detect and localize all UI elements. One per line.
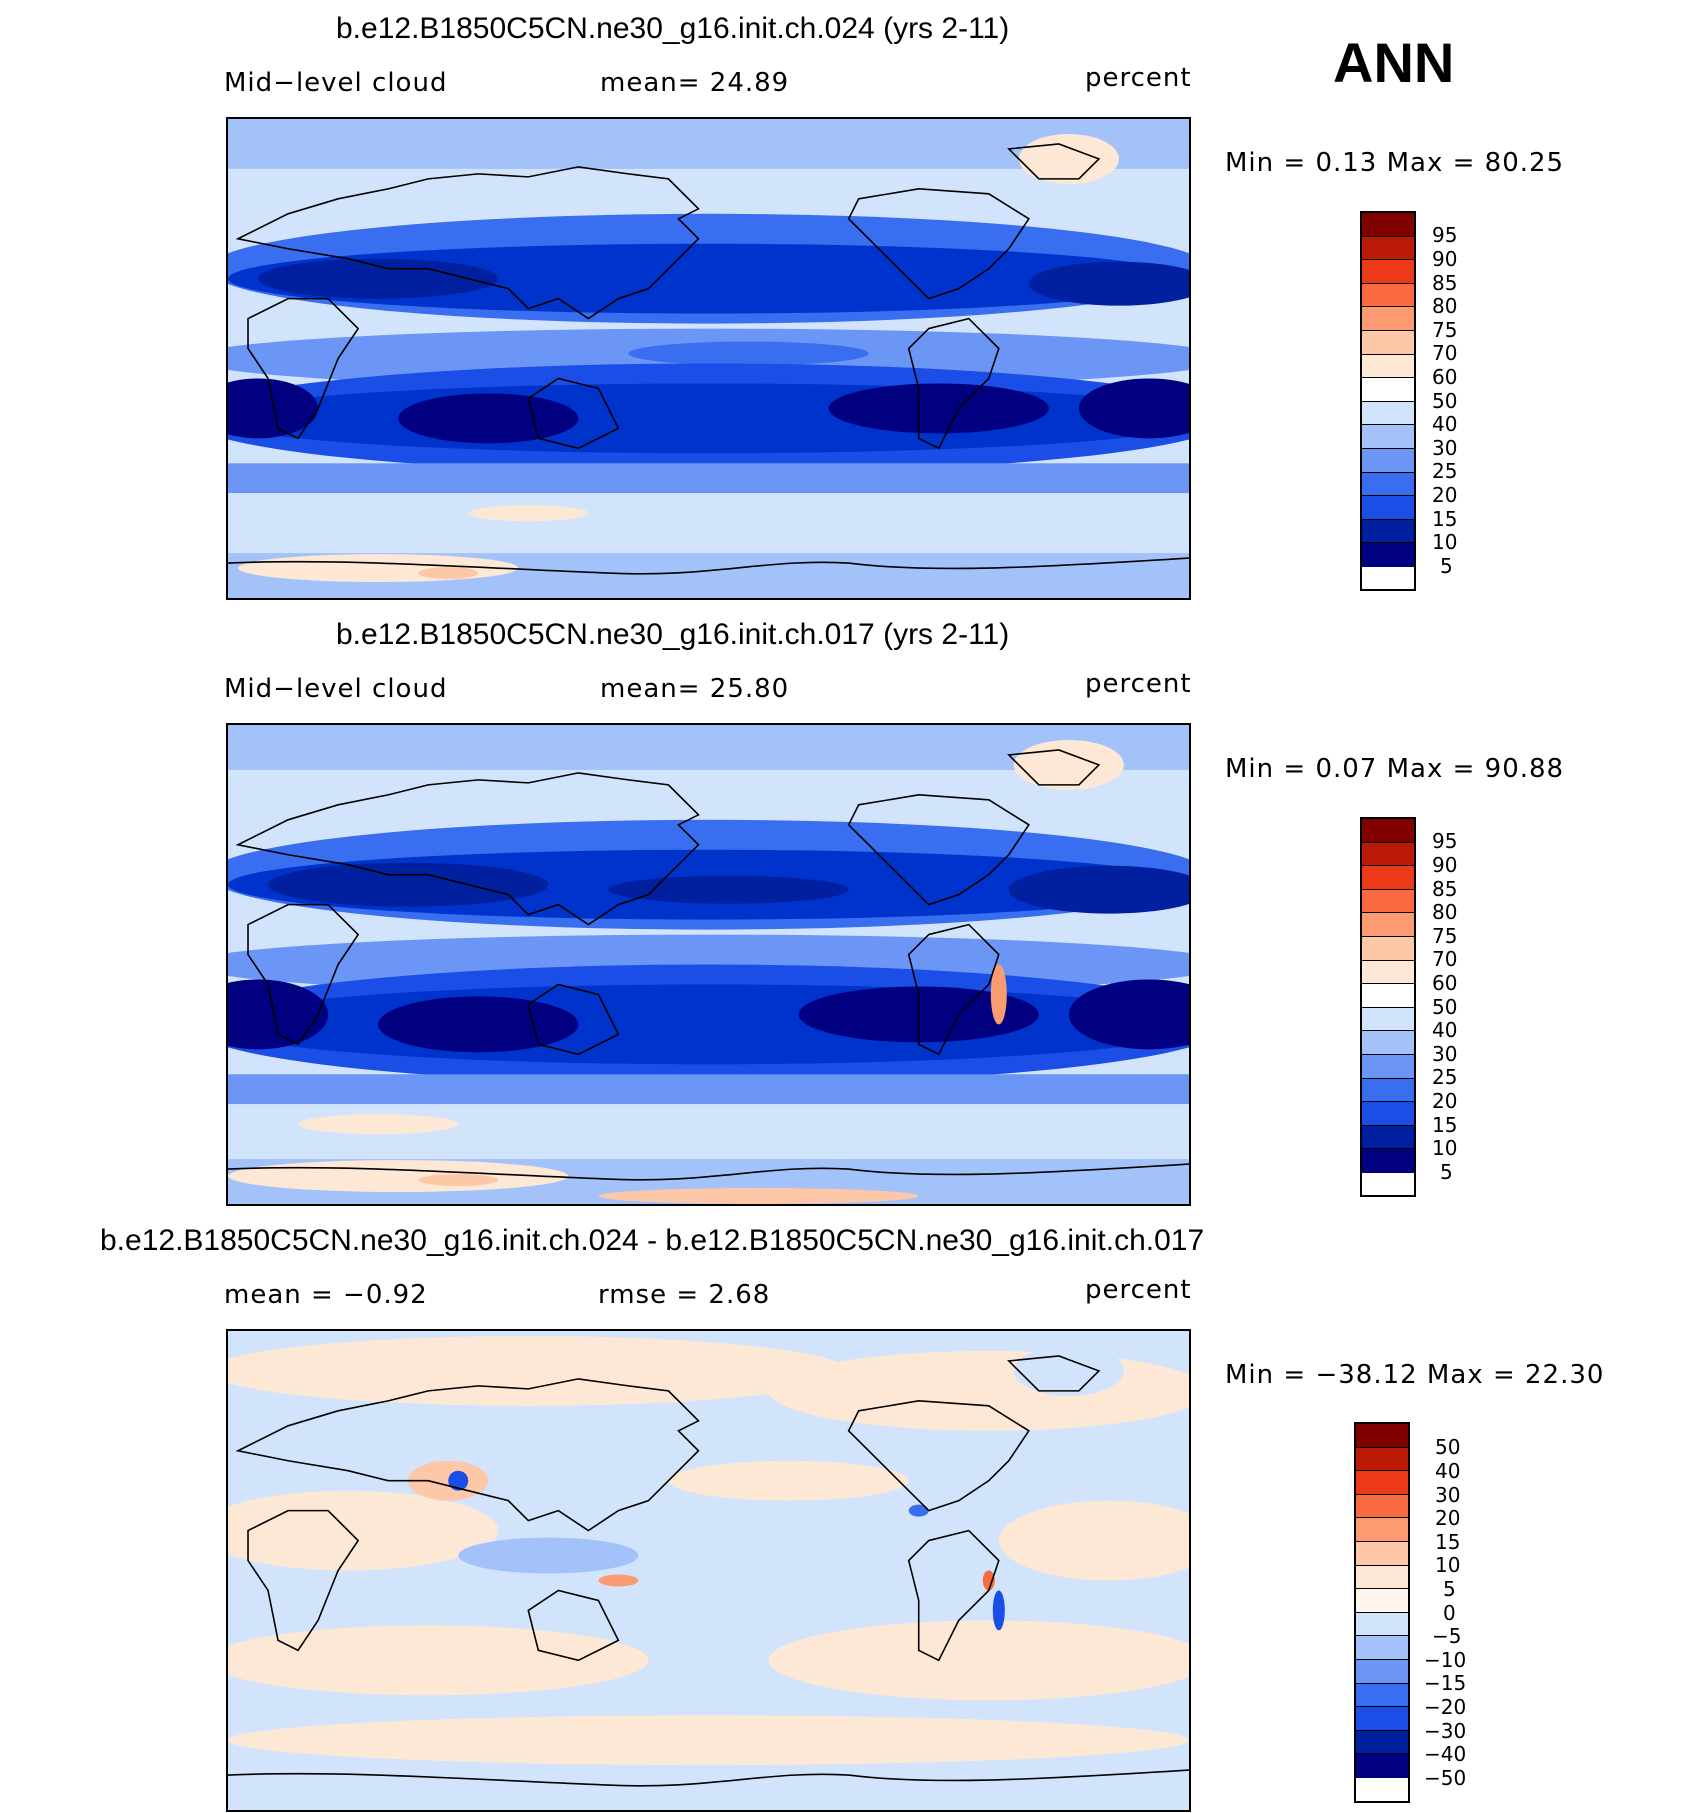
panel-2-colorbar-label: 60 xyxy=(1432,971,1458,995)
panel-3-colorbar-label: −20 xyxy=(1424,1695,1467,1719)
panel-3-units: percent xyxy=(1085,1275,1192,1305)
panel-2-colorbar-label: 10 xyxy=(1432,1136,1458,1160)
panel-1-colorbar-label: 85 xyxy=(1432,271,1458,295)
panel-3-colorbar-label: 0 xyxy=(1443,1601,1456,1625)
panel-3-mean-label: mean = −0.92 xyxy=(224,1280,428,1310)
panel-2-variable-label: Mid−level cloud xyxy=(224,674,448,704)
panel-2-colorbar-label: 40 xyxy=(1432,1018,1458,1042)
panel-1-variable-label: Mid−level cloud xyxy=(224,68,448,98)
panel-1-colorbar-label: 50 xyxy=(1432,389,1458,413)
panel-2-title: b.e12.B1850C5CN.ne30_g16.init.ch.017 (yr… xyxy=(336,618,1010,651)
panel-1-colorbar-label: 15 xyxy=(1432,507,1458,531)
panel-1-colorbar-label: 30 xyxy=(1432,436,1458,460)
panel-2-colorbar-label: 85 xyxy=(1432,877,1458,901)
panel-1-colorbar-label: 70 xyxy=(1432,341,1458,365)
panel-2-colorbar-label: 75 xyxy=(1432,924,1458,948)
panel-3-colorbar-label: 50 xyxy=(1435,1435,1461,1459)
panel-3-colorbar-label: 20 xyxy=(1435,1506,1461,1530)
panel-2-minmax: Min = 0.07 Max = 90.88 xyxy=(1225,754,1565,784)
panel-1-map xyxy=(226,117,1191,600)
panel-2-map xyxy=(226,723,1191,1206)
panel-3-colorbar-label: −10 xyxy=(1424,1648,1467,1672)
panel-3-title: b.e12.B1850C5CN.ne30_g16.init.ch.024 - b… xyxy=(100,1224,1205,1257)
panel-3-colorbar-label: −5 xyxy=(1432,1624,1462,1648)
panel-3-map xyxy=(226,1329,1191,1812)
panel-3-colorbar-label: 40 xyxy=(1435,1459,1461,1483)
panel-2-units: percent xyxy=(1085,669,1192,699)
panel-3-colorbar-label: 30 xyxy=(1435,1483,1461,1507)
panel-3-minmax: Min = −38.12 Max = 22.30 xyxy=(1225,1360,1605,1390)
panel-1-colorbar-label: 40 xyxy=(1432,412,1458,436)
panel-1-colorbar-label: 80 xyxy=(1432,294,1458,318)
panel-2-mean-label: mean= 25.80 xyxy=(600,674,790,704)
panel-1-colorbar-label: 95 xyxy=(1432,223,1458,247)
panel-3-colorbar xyxy=(1354,1422,1410,1803)
panel-2-colorbar xyxy=(1360,817,1416,1197)
panel-2-colorbar-label: 5 xyxy=(1440,1160,1453,1184)
panel-1-colorbar-label: 75 xyxy=(1432,318,1458,342)
panel-2-colorbar-label: 95 xyxy=(1432,829,1458,853)
panel-1-colorbar-label: 25 xyxy=(1432,459,1458,483)
panel-1-colorbar-label: 5 xyxy=(1440,554,1453,578)
panel-3-colorbar-label: 15 xyxy=(1435,1530,1461,1554)
panel-1-title: b.e12.B1850C5CN.ne30_g16.init.ch.024 (yr… xyxy=(336,12,1010,45)
panel-2-colorbar-label: 30 xyxy=(1432,1042,1458,1066)
panel-3-colorbar-label: 5 xyxy=(1443,1577,1456,1601)
panel-2-colorbar-label: 50 xyxy=(1432,995,1458,1019)
panel-3-colorbar-label: 10 xyxy=(1435,1553,1461,1577)
panel-1-units: percent xyxy=(1085,63,1192,93)
panel-1-colorbar-label: 20 xyxy=(1432,483,1458,507)
panel-2-colorbar-label: 15 xyxy=(1432,1113,1458,1137)
panel-1-colorbar-label: 60 xyxy=(1432,365,1458,389)
panel-1-colorbar xyxy=(1360,211,1416,591)
panel-2-colorbar-label: 80 xyxy=(1432,900,1458,924)
panel-2-colorbar-label: 25 xyxy=(1432,1065,1458,1089)
panel-3-colorbar-label: −30 xyxy=(1424,1719,1467,1743)
panel-2-colorbar-label: 90 xyxy=(1432,853,1458,877)
panel-2-colorbar-label: 70 xyxy=(1432,947,1458,971)
panel-3-rmse-label: rmse = 2.68 xyxy=(598,1280,771,1310)
panel-1-minmax: Min = 0.13 Max = 80.25 xyxy=(1225,148,1565,178)
panel-1-colorbar-label: 10 xyxy=(1432,530,1458,554)
panel-1-colorbar-label: 90 xyxy=(1432,247,1458,271)
panel-3-colorbar-label: −50 xyxy=(1424,1766,1467,1790)
season-label: ANN xyxy=(1333,31,1455,94)
panel-3-colorbar-label: −40 xyxy=(1424,1742,1467,1766)
panel-2-colorbar-label: 20 xyxy=(1432,1089,1458,1113)
panel-3-colorbar-label: −15 xyxy=(1424,1671,1467,1695)
panel-1-mean-label: mean= 24.89 xyxy=(600,68,790,98)
